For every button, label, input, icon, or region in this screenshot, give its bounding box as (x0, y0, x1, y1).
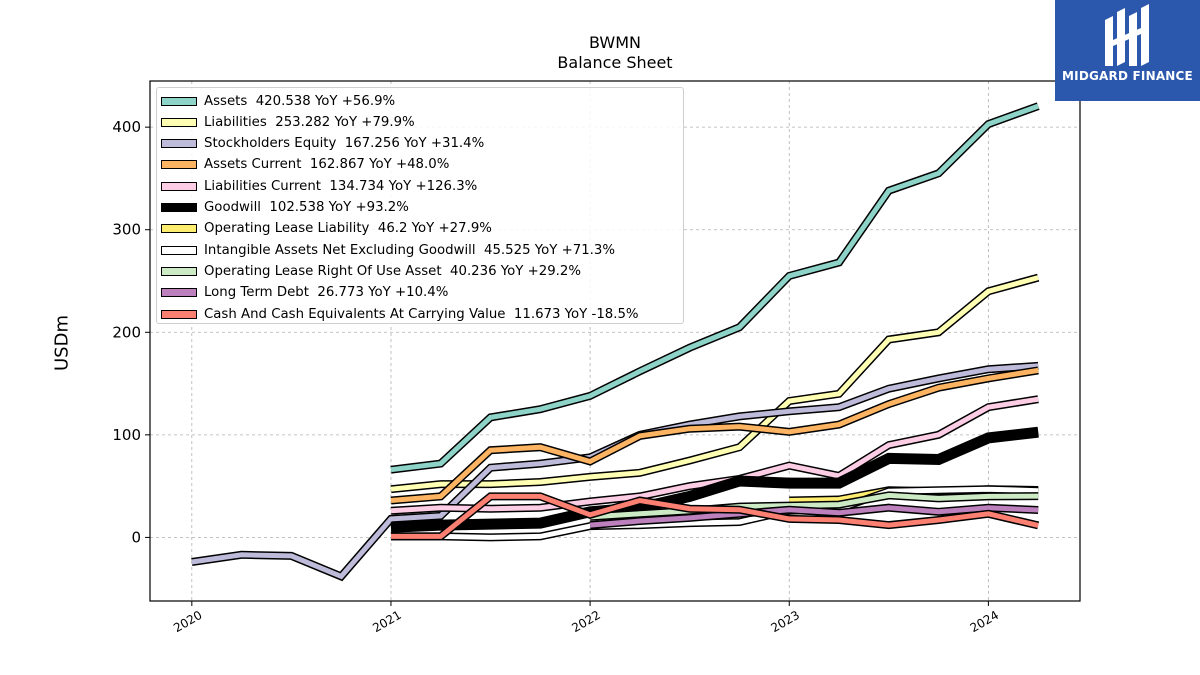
series-line (390, 367, 1039, 503)
y-tick-label: 0 (131, 528, 141, 546)
legend-swatch (161, 96, 197, 106)
x-tick-label: 2023 (769, 608, 802, 635)
legend-label: Stockholders Equity 167.256 YoY +31.4% (204, 136, 485, 152)
legend-label: Goodwill 102.538 YoY +93.2% (204, 200, 409, 215)
legend-item: Cash And Cash Equivalents At Carrying Va… (161, 305, 639, 323)
legend-item: Stockholders Equity 167.256 YoY +31.4% (161, 135, 484, 153)
legend-swatch (161, 224, 197, 234)
legend-swatch (161, 203, 197, 212)
x-tick-label: 2021 (370, 608, 403, 635)
legend-label: Liabilities 253.282 YoY +79.9% (204, 114, 415, 130)
x-tick-label: 2020 (171, 608, 204, 635)
plot-frame (149, 80, 1081, 602)
legend: Assets 420.538 YoY +56.9% Liabilities 253… (156, 87, 684, 324)
logo-text: MIDGARD FINANCE (1062, 69, 1193, 83)
legend-item: Liabilities Current 134.734 YoY +126.3% (161, 177, 477, 195)
legend-label: Assets Current 162.867 YoY +48.0% (204, 157, 450, 173)
legend-swatch (161, 160, 197, 170)
legend-label: Assets 420.538 YoY +56.9% (204, 93, 396, 109)
legend-label: Operating Lease Liability 46.2 YoY +27.9… (204, 221, 492, 237)
legend-swatch (161, 117, 197, 127)
y-tick-label: 100 (112, 426, 141, 444)
legend-label: Operating Lease Right Of Use Asset 40.23… (204, 263, 581, 279)
brand-logo: MIDGARD FINANCE (1055, 0, 1200, 101)
chart-subtitle: Balance Sheet (557, 53, 673, 72)
y-tick-label: 400 (112, 118, 141, 136)
legend-swatch (161, 288, 197, 298)
legend-swatch (161, 181, 197, 191)
x-tick-label: 2022 (569, 608, 602, 635)
legend-item: Operating Lease Right Of Use Asset 40.23… (161, 262, 581, 280)
x-tick-label: 2024 (968, 608, 1001, 635)
legend-item: Liabilities 253.282 YoY +79.9% (161, 113, 415, 131)
legend-item: Intangible Assets Net Excluding Goodwill… (161, 241, 615, 259)
legend-item: Long Term Debt 26.773 YoY +10.4% (161, 284, 448, 302)
series-line (390, 428, 1039, 532)
series-line (390, 103, 1040, 473)
series-line (589, 492, 1039, 520)
legend-label: Liabilities Current 134.734 YoY +126.3% (204, 178, 478, 194)
series-lines (191, 102, 1040, 582)
y-tick-label: 300 (112, 221, 141, 239)
legend-swatch (161, 139, 197, 149)
legend-swatch (161, 266, 197, 276)
series-line (390, 275, 1039, 492)
series-line (589, 505, 1039, 528)
y-tick-label: 200 (112, 323, 141, 341)
y-axis-label: USDm (51, 315, 73, 371)
logo-mark-icon (1105, 4, 1149, 66)
legend-swatch (161, 245, 197, 255)
legend-label: Intangible Assets Net Excluding Goodwill… (204, 242, 615, 258)
legend-label: Cash And Cash Equivalents At Carrying Va… (204, 306, 639, 322)
series-line (390, 396, 1039, 514)
legend-item: Operating Lease Liability 46.2 YoY +27.9… (161, 220, 492, 238)
legend-label: Long Term Debt 26.773 YoY +10.4% (204, 285, 449, 301)
legend-item: Assets 420.538 YoY +56.9% (161, 92, 395, 110)
chart-title: BWMN (589, 33, 641, 52)
series-line (391, 486, 1039, 540)
legend-swatch (161, 309, 197, 319)
legend-item: Assets Current 162.867 YoY +48.0% (161, 156, 449, 174)
series-line (391, 493, 1039, 539)
legend-item: Goodwill 102.538 YoY +93.2% (161, 199, 409, 217)
